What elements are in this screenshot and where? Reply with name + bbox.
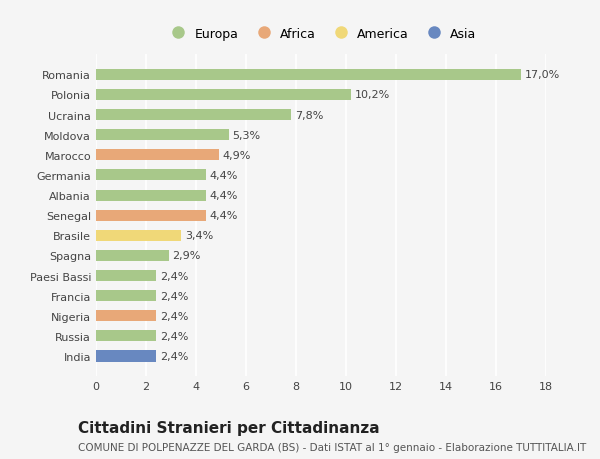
Bar [96,210,206,221]
Bar [96,190,206,201]
Text: 2,9%: 2,9% [172,251,200,261]
Bar [96,330,156,341]
Bar [96,90,351,101]
Text: 7,8%: 7,8% [295,110,323,120]
Text: 3,4%: 3,4% [185,231,213,241]
Text: 2,4%: 2,4% [160,271,188,281]
Bar [96,110,291,121]
Text: COMUNE DI POLPENAZZE DEL GARDA (BS) - Dati ISTAT al 1° gennaio - Elaborazione TU: COMUNE DI POLPENAZZE DEL GARDA (BS) - Da… [78,442,586,452]
Text: 4,9%: 4,9% [222,151,251,161]
Text: 2,4%: 2,4% [160,291,188,301]
Text: 10,2%: 10,2% [355,90,390,100]
Bar [96,230,181,241]
Bar [96,311,156,322]
Bar [96,291,156,302]
Text: 17,0%: 17,0% [525,70,560,80]
Text: 4,4%: 4,4% [210,171,238,180]
Text: Cittadini Stranieri per Cittadinanza: Cittadini Stranieri per Cittadinanza [78,420,380,435]
Text: 4,4%: 4,4% [210,211,238,221]
Text: 5,3%: 5,3% [232,130,260,140]
Bar [96,130,229,141]
Text: 2,4%: 2,4% [160,351,188,361]
Text: 2,4%: 2,4% [160,331,188,341]
Text: 2,4%: 2,4% [160,311,188,321]
Text: 4,4%: 4,4% [210,190,238,201]
Bar [96,150,218,161]
Bar [96,170,206,181]
Bar [96,250,169,262]
Bar [96,270,156,281]
Bar [96,70,521,81]
Legend: Europa, Africa, America, Asia: Europa, Africa, America, Asia [161,23,481,46]
Bar [96,351,156,362]
